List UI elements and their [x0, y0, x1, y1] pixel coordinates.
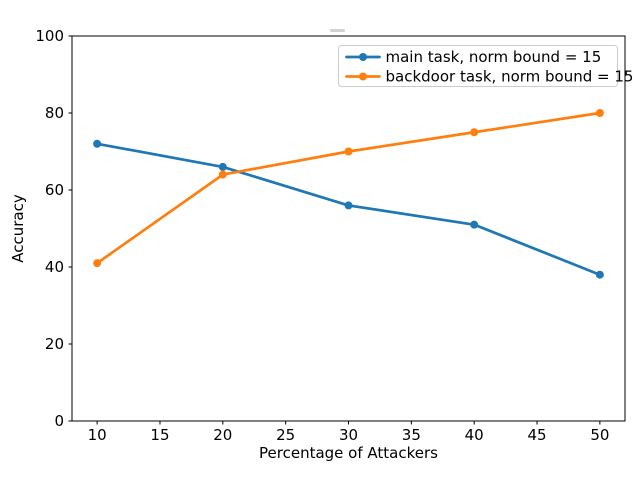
- x-tick-label: 20: [213, 426, 232, 444]
- axes-frame: [71, 35, 626, 422]
- y-tick-label: 100: [35, 27, 64, 45]
- x-tick-label: 10: [88, 426, 107, 444]
- legend-handle-marker-1: [359, 72, 367, 81]
- x-tick-label: 30: [339, 426, 358, 444]
- y-tick-label: 60: [45, 181, 64, 199]
- x-tick-label: 25: [276, 426, 295, 444]
- x-tick-label: 35: [402, 426, 421, 444]
- y-tick-label: 80: [45, 104, 64, 122]
- data-point-0-2: [344, 201, 353, 210]
- x-tick-label: 45: [527, 426, 546, 444]
- data-point-1-2: [344, 147, 353, 156]
- series-line-1: [95, 111, 602, 265]
- data-point-0-1: [218, 162, 227, 171]
- legend-label-1: backdoor task, norm bound = 15: [386, 68, 634, 86]
- data-point-1-3: [470, 128, 479, 137]
- x-tick-label: 50: [590, 426, 609, 444]
- data-point-1-0: [93, 259, 102, 268]
- y-tick-label: 0: [54, 412, 64, 430]
- y-tick-label: 40: [45, 258, 64, 276]
- data-point-1-1: [218, 170, 227, 179]
- y-axis-label: Accuracy: [9, 194, 27, 263]
- legend-box: [338, 45, 618, 87]
- data-point-0-0: [93, 139, 102, 148]
- legend-label-0: main task, norm bound = 15: [386, 48, 602, 66]
- legend: main task, norm bound = 15 backdoor task,…: [338, 45, 634, 87]
- x-tick-label: 40: [465, 426, 484, 444]
- data-point-0-3: [470, 220, 479, 229]
- data-point-1-4: [595, 109, 604, 117]
- legend-handle-marker-0: [359, 53, 367, 61]
- data-point-0-4: [595, 270, 604, 279]
- x-axis-label: Percentage of Attackers: [259, 444, 438, 462]
- y-tick-label: 20: [45, 335, 64, 353]
- clipped-title-artifact: [330, 29, 345, 32]
- x-tick-label: 15: [150, 426, 169, 444]
